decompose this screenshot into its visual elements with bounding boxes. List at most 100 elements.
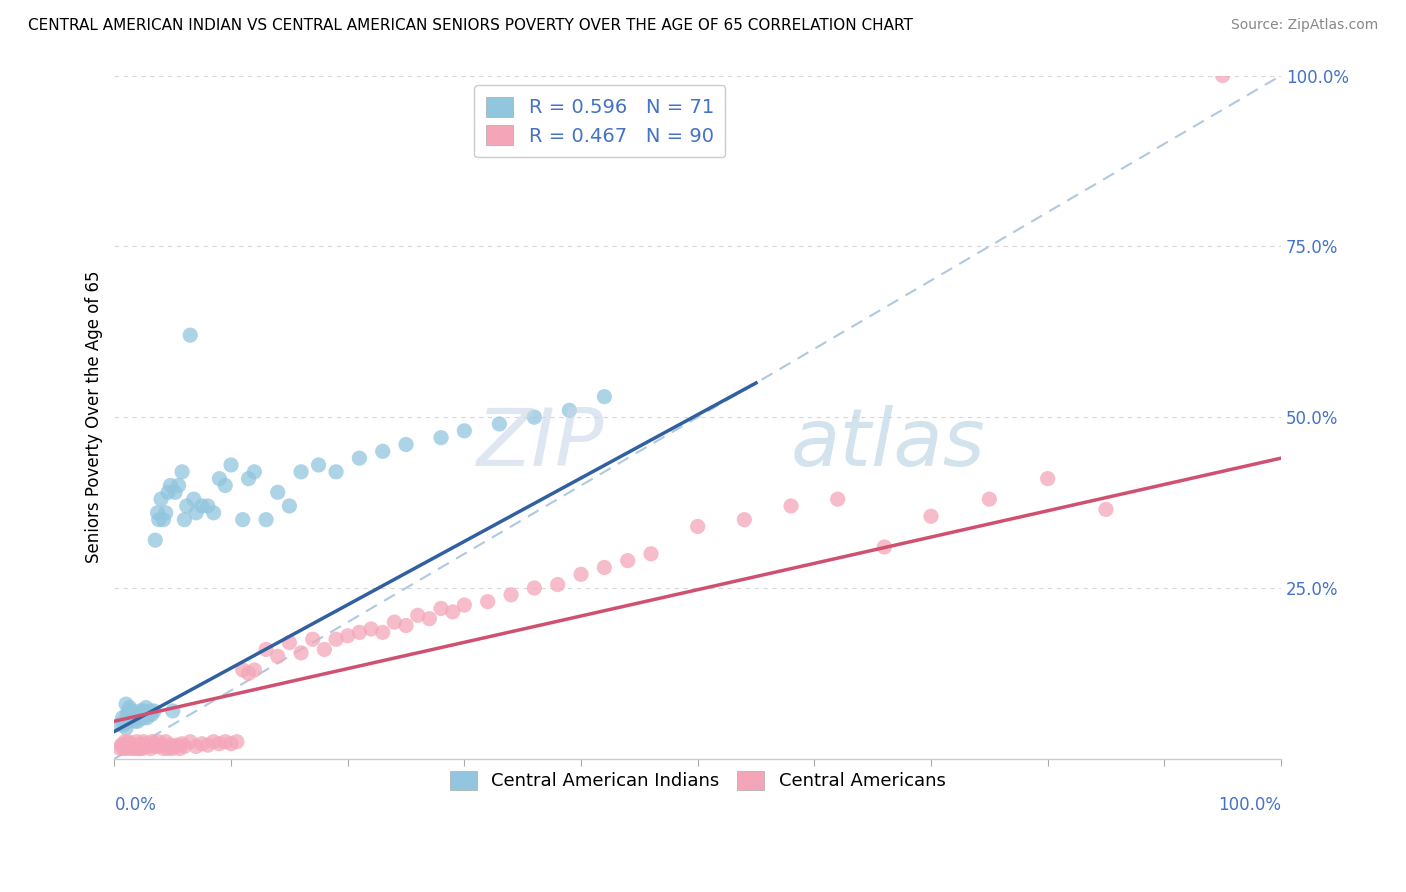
- Point: [686, 519, 709, 533]
- Point: [184, 739, 207, 754]
- Point: [136, 739, 159, 754]
- Point: [152, 513, 174, 527]
- Point: [143, 739, 166, 754]
- Legend: Central American Indians, Central Americans: Central American Indians, Central Americ…: [443, 764, 953, 797]
- Point: [430, 431, 453, 445]
- Point: [214, 478, 236, 492]
- Point: [143, 737, 166, 751]
- Point: [141, 735, 163, 749]
- Point: [176, 499, 198, 513]
- Point: [157, 485, 180, 500]
- Point: [111, 738, 134, 752]
- Text: 0.0%: 0.0%: [114, 797, 156, 814]
- Point: [254, 513, 277, 527]
- Point: [162, 704, 184, 718]
- Point: [170, 465, 193, 479]
- Point: [208, 737, 231, 751]
- Point: [134, 739, 156, 754]
- Point: [979, 492, 1001, 507]
- Point: [121, 704, 143, 718]
- Point: [569, 567, 592, 582]
- Point: [134, 707, 156, 722]
- Point: [395, 437, 418, 451]
- Point: [173, 513, 195, 527]
- Point: [167, 478, 190, 492]
- Point: [360, 622, 382, 636]
- Point: [127, 741, 149, 756]
- Point: [640, 547, 662, 561]
- Point: [129, 741, 152, 756]
- Point: [129, 738, 152, 752]
- Point: [593, 560, 616, 574]
- Text: CENTRAL AMERICAN INDIAN VS CENTRAL AMERICAN SENIORS POVERTY OVER THE AGE OF 65 C: CENTRAL AMERICAN INDIAN VS CENTRAL AMERI…: [28, 18, 912, 33]
- Point: [371, 444, 394, 458]
- Point: [214, 735, 236, 749]
- Point: [301, 632, 323, 647]
- Point: [136, 711, 159, 725]
- Point: [733, 513, 755, 527]
- Point: [488, 417, 510, 431]
- Point: [155, 735, 177, 749]
- Point: [523, 410, 546, 425]
- Point: [118, 739, 141, 754]
- Point: [179, 735, 201, 749]
- Point: [110, 741, 132, 756]
- Point: [138, 738, 160, 752]
- Point: [243, 663, 266, 677]
- Text: ZIP: ZIP: [477, 406, 605, 483]
- Point: [267, 485, 290, 500]
- Point: [827, 492, 849, 507]
- Point: [124, 741, 146, 756]
- Point: [118, 700, 141, 714]
- Point: [593, 390, 616, 404]
- Point: [132, 735, 155, 749]
- Point: [155, 506, 177, 520]
- Point: [254, 642, 277, 657]
- Point: [558, 403, 581, 417]
- Point: [132, 711, 155, 725]
- Point: [115, 721, 138, 735]
- Point: [138, 707, 160, 722]
- Point: [547, 577, 569, 591]
- Point: [148, 513, 170, 527]
- Point: [125, 707, 148, 722]
- Point: [112, 741, 135, 756]
- Point: [143, 704, 166, 718]
- Point: [157, 741, 180, 756]
- Point: [150, 738, 173, 752]
- Point: [159, 738, 181, 752]
- Point: [183, 492, 205, 507]
- Point: [166, 738, 188, 752]
- Text: Source: ZipAtlas.com: Source: ZipAtlas.com: [1230, 18, 1378, 32]
- Point: [197, 738, 219, 752]
- Point: [314, 642, 336, 657]
- Point: [117, 707, 139, 722]
- Point: [202, 506, 225, 520]
- Point: [325, 465, 347, 479]
- Point: [117, 735, 139, 749]
- Point: [179, 328, 201, 343]
- Point: [395, 618, 418, 632]
- Point: [135, 700, 157, 714]
- Point: [159, 478, 181, 492]
- Point: [165, 739, 187, 754]
- Point: [184, 506, 207, 520]
- Point: [616, 554, 638, 568]
- Point: [129, 704, 152, 718]
- Point: [232, 513, 254, 527]
- Point: [129, 711, 152, 725]
- Point: [125, 735, 148, 749]
- Point: [418, 612, 440, 626]
- Point: [499, 588, 522, 602]
- Point: [121, 711, 143, 725]
- Point: [169, 741, 191, 756]
- Point: [146, 739, 169, 754]
- Point: [170, 737, 193, 751]
- Point: [278, 499, 301, 513]
- Point: [122, 738, 145, 752]
- Point: [1095, 502, 1118, 516]
- Point: [219, 737, 242, 751]
- Point: [162, 741, 184, 756]
- Point: [128, 738, 150, 752]
- Point: [124, 714, 146, 729]
